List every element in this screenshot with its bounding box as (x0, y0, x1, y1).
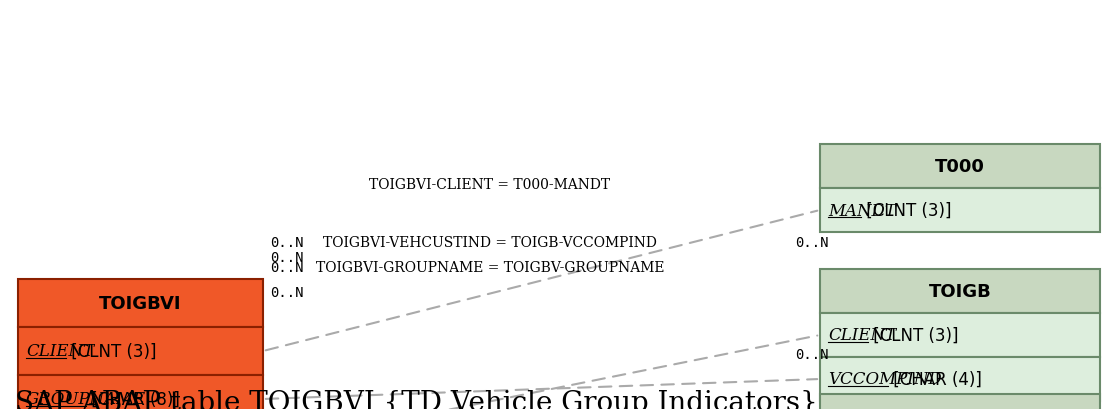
Text: 0..N: 0..N (270, 250, 304, 264)
Text: T000: T000 (935, 157, 985, 175)
Bar (820, 357, 1100, 401)
Text: 0..N: 0..N (270, 285, 304, 299)
Text: VCCOMPIND: VCCOMPIND (828, 371, 942, 388)
Text: TOIGBVI-CLIENT = T000-MANDT: TOIGBVI-CLIENT = T000-MANDT (370, 178, 611, 191)
Bar (820, 270, 1100, 313)
Bar (820, 313, 1100, 357)
Text: CLIENT: CLIENT (828, 327, 896, 344)
Bar (18, 327, 262, 375)
Text: TOIGBVI: TOIGBVI (99, 294, 182, 312)
Text: MANDT: MANDT (828, 202, 896, 219)
Text: [CHAR (4)]: [CHAR (4)] (888, 370, 982, 388)
Text: [CLNT (3)]: [CLNT (3)] (868, 326, 958, 344)
Bar (820, 189, 1100, 232)
Text: [CHAR (8)]: [CHAR (8)] (86, 390, 180, 408)
Text: TOIGBV: TOIGBV (922, 407, 997, 409)
Text: 0..N: 0..N (270, 261, 304, 274)
Bar (820, 145, 1100, 189)
Text: [CLNT (3)]: [CLNT (3)] (66, 342, 156, 360)
Text: SAP ABAP table TOIGBVI {TD Vehicle Group Indicators}: SAP ABAP table TOIGBVI {TD Vehicle Group… (15, 389, 818, 409)
Bar (18, 279, 262, 327)
Text: GROUPNAME: GROUPNAME (26, 391, 146, 407)
Text: 0..N: 0..N (270, 236, 304, 249)
Text: 0..N: 0..N (795, 347, 829, 361)
Text: TOIGBVI-VEHCUSTIND = TOIGB-VCCOMPIND: TOIGBVI-VEHCUSTIND = TOIGB-VCCOMPIND (323, 236, 657, 249)
Text: CLIENT: CLIENT (26, 343, 94, 360)
Bar (820, 394, 1100, 409)
Text: TOIGB: TOIGB (928, 282, 992, 300)
Text: [CLNT (3)]: [CLNT (3)] (861, 202, 952, 220)
Text: TOIGBVI-GROUPNAME = TOIGBV-GROUPNAME: TOIGBVI-GROUPNAME = TOIGBV-GROUPNAME (316, 261, 665, 274)
Bar (18, 375, 262, 409)
Text: 0..N: 0..N (795, 236, 829, 249)
